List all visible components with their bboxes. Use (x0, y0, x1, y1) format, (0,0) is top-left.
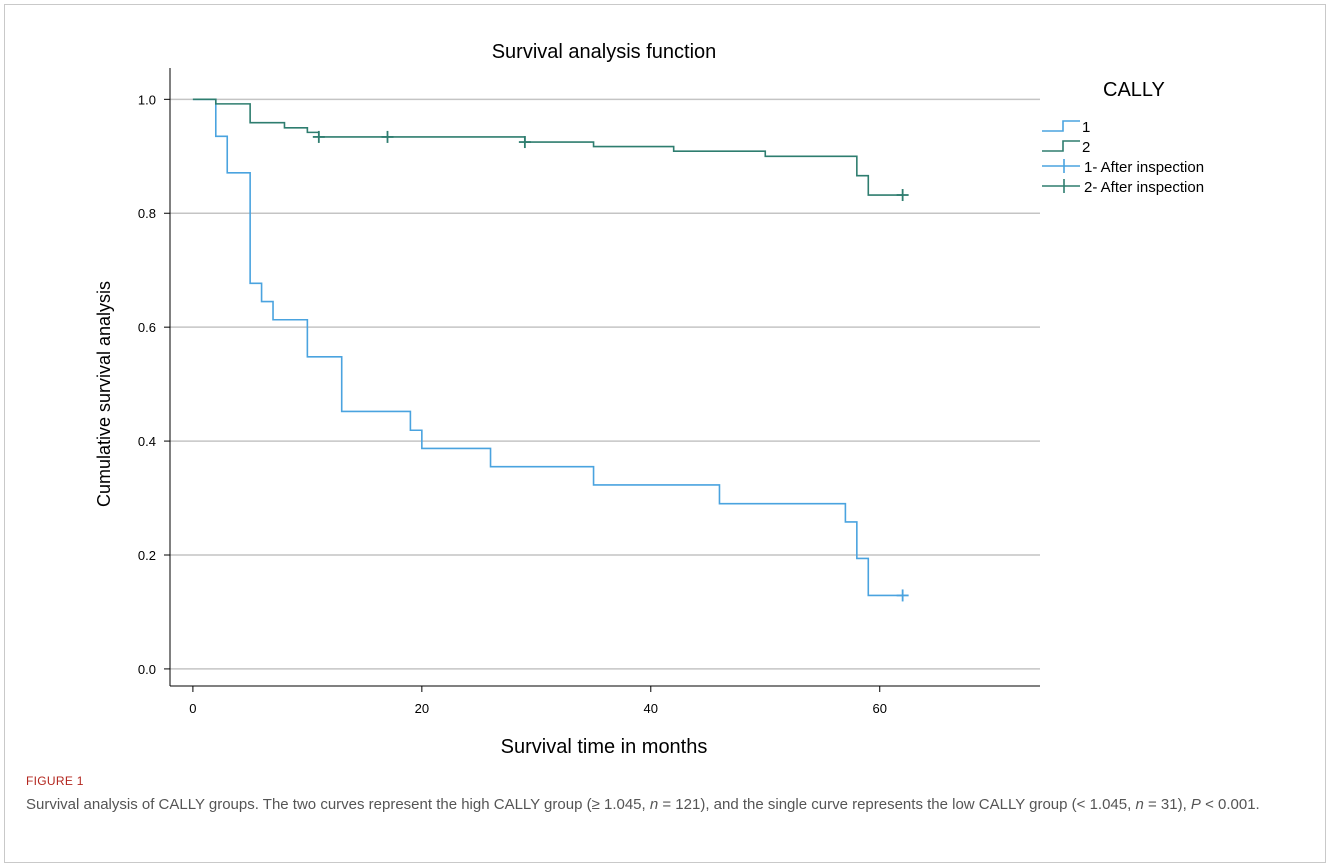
x-axis-label: Survival time in months (501, 736, 708, 758)
legend-swatch-2 (1042, 140, 1080, 152)
figure-frame (4, 4, 1326, 863)
y-tick-label: 0.2 (138, 548, 156, 563)
survival-chart: Survival analysis function 0.00.20.40.60… (94, 41, 1204, 758)
legend-censor-label-1: 1- After inspection (1084, 159, 1204, 176)
legend-title: CALLY (1103, 79, 1165, 101)
survival-curve-2 (192, 98, 903, 196)
y-tick-label: 0.4 (138, 434, 156, 449)
figure-label: FIGURE 1 (26, 774, 84, 788)
y-axis-label: Cumulative survival analysis (94, 281, 114, 507)
series (192, 98, 909, 602)
legend: CALLY 1 2 1- After inspection 2- After insp… (1042, 79, 1204, 196)
figure-caption: Survival analysis of CALLY groups. The t… (26, 796, 1260, 813)
x-tick-label: 20 (415, 701, 429, 716)
survival-curve-1 (192, 98, 903, 597)
x-tick-label: 60 (873, 701, 887, 716)
legend-swatch-1 (1042, 120, 1080, 132)
legend-label-2: 2 (1082, 139, 1090, 156)
y-tick-label: 0.6 (138, 320, 156, 335)
legend-label-1: 1 (1082, 119, 1090, 136)
y-tick-label: 0.0 (138, 662, 156, 677)
y-tick-label: 1.0 (138, 92, 156, 107)
x-tick-label: 0 (189, 701, 196, 716)
legend-censor-label-2: 2- After inspection (1084, 179, 1204, 196)
axes: 0.0 0.2 0.4 0.6 0.8 1.0 0 20 40 60 (138, 68, 1040, 716)
y-tick-label: 0.8 (138, 206, 156, 221)
grid (170, 98, 1040, 670)
x-tick-label: 40 (644, 701, 658, 716)
chart-title: Survival analysis function (492, 41, 717, 63)
